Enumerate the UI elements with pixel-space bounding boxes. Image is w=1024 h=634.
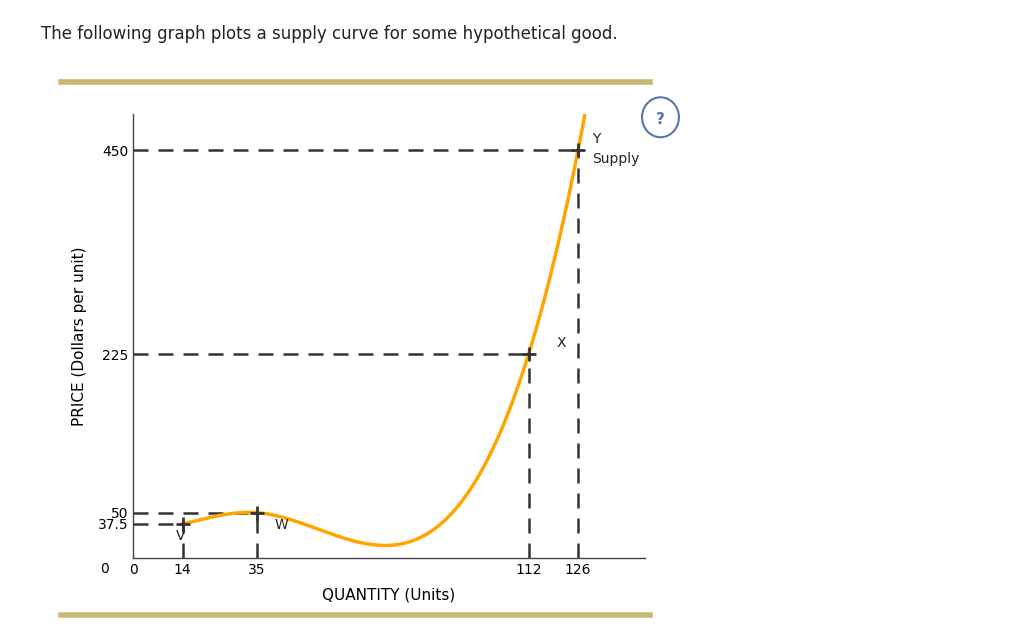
Text: Y: Y: [592, 132, 600, 146]
Text: W: W: [274, 518, 288, 532]
X-axis label: QUANTITY (Units): QUANTITY (Units): [323, 588, 456, 603]
Y-axis label: PRICE (Dollars per unit): PRICE (Dollars per unit): [72, 246, 86, 426]
Text: 0: 0: [100, 562, 110, 576]
Text: ?: ?: [656, 112, 665, 127]
Text: The following graph plots a supply curve for some hypothetical good.: The following graph plots a supply curve…: [41, 25, 617, 43]
Text: X: X: [557, 336, 566, 350]
Text: V: V: [175, 529, 185, 543]
Text: Supply: Supply: [592, 152, 640, 166]
